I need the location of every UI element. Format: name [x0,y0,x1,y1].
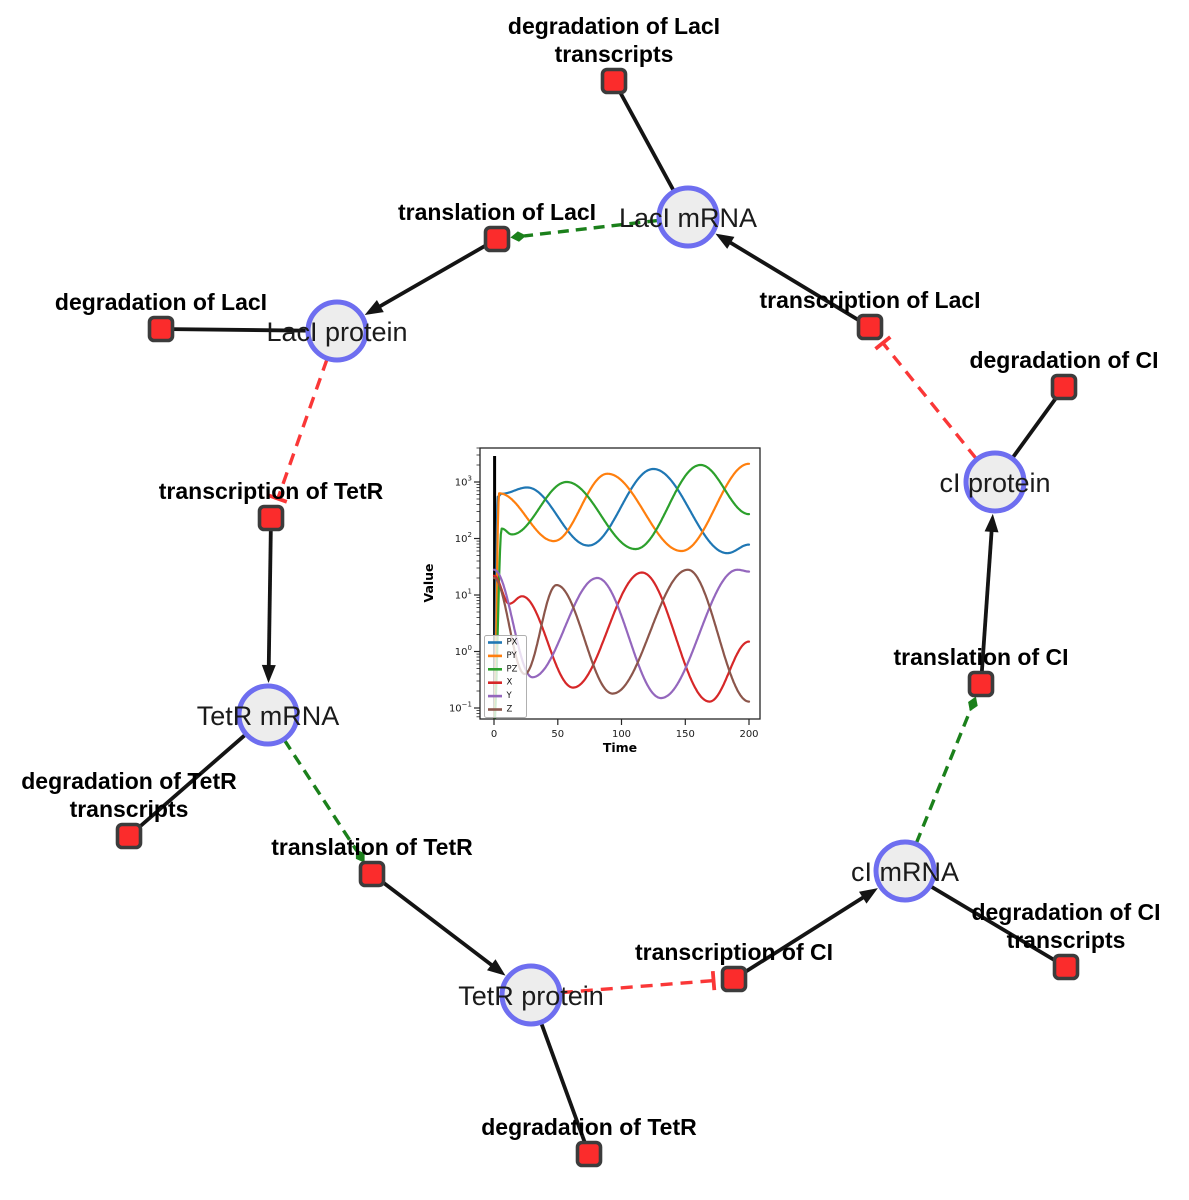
reaction-label-degradation-of-laci-transcripts: transcripts [555,41,674,67]
reaction-label-degradation-of-ci-transcripts: degradation of CI [971,899,1160,925]
reaction-label-degradation-of-tetr: degradation of TetR [481,1114,697,1140]
plot-x-tick-label: 100 [612,729,631,740]
nodes-layer [115,67,1080,1168]
reaction-node-degradation-of-laci[interactable] [147,315,175,343]
species-node-ci-mrna[interactable] [873,839,937,903]
reaction-node-translation-of-laci[interactable] [483,225,511,253]
edge-modifier-tetr-mrna-to-translation-of-tetr [282,739,365,863]
species-node-tetr-protein[interactable] [499,963,563,1027]
reaction-node-transcription-of-laci[interactable] [856,313,884,341]
plot-curve-Y [492,568,751,700]
inhibition-tbar [268,493,288,504]
plot-legend: PX PY PZ XYZ [484,635,527,718]
species-label-ci-mrna: cI mRNA [851,857,959,887]
arrowhead [364,300,384,315]
species-label-tetr-protein: TetR protein [458,981,604,1011]
edge-inhibition-tetr-protein-to-transcription-of-ci [560,970,717,995]
reaction-node-translation-of-ci[interactable] [967,670,995,698]
modifier-arrowhead [510,231,527,242]
plot-x-tick-label: 200 [739,729,758,740]
reaction-node-degradation-of-ci-transcripts[interactable] [1052,953,1080,981]
reaction-label-degradation-of-tetr-transcripts: degradation of TetR [21,768,237,794]
edge-production-translation-of-ci-to-ci-protein [979,513,999,685]
legend-entry-PY: PY [507,651,518,661]
plot-x-tick-label: 150 [676,729,695,740]
plot-frame [479,447,761,720]
plot-y-tick-label: 10−1 [449,701,472,715]
reaction-label-degradation-of-laci: degradation of LacI [55,289,267,315]
reaction-label-translation-of-ci: translation of CI [893,644,1068,670]
inhibition-tbar [710,970,717,991]
inhibition-tbar [874,335,892,351]
reaction-node-transcription-of-tetr[interactable] [257,504,285,532]
edge-modifier-laci-mrna-to-translation-of-laci [510,218,659,242]
reaction-node-transcription-of-ci[interactable] [720,965,748,993]
plot-x-axis-label: Time [603,740,637,755]
plot-curves [492,462,751,719]
legend-entry-X: X [507,678,513,688]
reaction-label-translation-of-tetr: translation of TetR [271,834,473,860]
reaction-node-degradation-of-tetr-transcripts[interactable] [115,822,143,850]
edge-inhibition-laci-protein-to-transcription-of-tetr [268,358,329,504]
reaction-node-degradation-of-tetr[interactable] [575,1140,603,1168]
legend-entry-PX: PX [507,638,518,648]
reaction-label-degradation-of-ci-transcripts: transcripts [1007,927,1126,953]
plot-y-tick-label: 103 [455,475,472,489]
reaction-label-transcription-of-ci: transcription of CI [635,939,833,965]
reaction-label-transcription-of-tetr: transcription of TetR [159,478,384,504]
edge-production-transcription-of-ci-to-ci-mrna [732,888,878,981]
arrowhead [859,888,878,904]
species-label-laci-mrna: LacI mRNA [619,203,757,233]
edge-production-transcription-of-laci-to-laci-mrna [715,233,871,329]
species-label-ci-protein: cI protein [939,468,1050,498]
edge-production-transcription-of-tetr-to-tetr-mrna [261,517,276,683]
modifier-arrowhead [355,849,365,863]
species-label-laci-protein: LacI protein [266,317,407,347]
plot-x-tick-label: 50 [551,729,564,740]
plot-curve-PY [493,462,751,719]
reaction-node-translation-of-tetr[interactable] [358,860,386,888]
edge-production-translation-of-tetr-to-tetr-protein [370,872,506,976]
species-label-tetr-mrna: TetR mRNA [197,701,340,731]
legend-entry-Z: Z [507,705,513,715]
reaction-label-degradation-of-ci: degradation of CI [969,347,1158,373]
legend-entry-Y: Y [506,691,513,701]
reaction-label-translation-of-laci: translation of LacI [398,199,596,225]
legend-entry-PZ: PZ [507,664,518,674]
reaction-node-degradation-of-ci[interactable] [1050,373,1078,401]
reaction-label-degradation-of-laci-transcripts: degradation of LacI [508,13,720,39]
plot-y-tick-label: 100 [455,644,472,658]
species-node-tetr-mrna[interactable] [236,683,300,747]
species-node-ci-protein[interactable] [963,450,1027,514]
plot-y-tick-label: 101 [455,588,472,602]
arrowhead [984,513,999,533]
species-node-laci-mrna[interactable] [656,185,720,249]
modifier-arrowhead [968,696,978,712]
reaction-node-degradation-of-laci-transcripts[interactable] [600,67,628,95]
arrowhead [487,959,506,976]
plot-y-tick-label: 102 [455,531,472,545]
plot-curve-PX [493,467,751,719]
reaction-label-degradation-of-tetr-transcripts: transcripts [70,796,189,822]
plot-y-axis-label: Value [421,563,436,602]
arrowhead [261,664,276,683]
edge-inhibition-ci-protein-to-transcription-of-laci [874,335,978,460]
species-node-laci-protein[interactable] [305,299,369,363]
plot-curve-PZ [493,463,751,719]
reaction-label-transcription-of-laci: transcription of LacI [759,287,980,313]
edge-modifier-ci-mrna-to-translation-of-ci [914,696,978,844]
arrowhead [715,233,735,249]
labels-layer: degradation of LacItranscriptstranslatio… [21,13,1160,1140]
edge-production-translation-of-laci-to-laci-protein [364,237,498,315]
plot-curve-Z [492,568,751,703]
plot-x-tick-label: 0 [491,729,497,740]
plot-curve-X [492,571,751,703]
